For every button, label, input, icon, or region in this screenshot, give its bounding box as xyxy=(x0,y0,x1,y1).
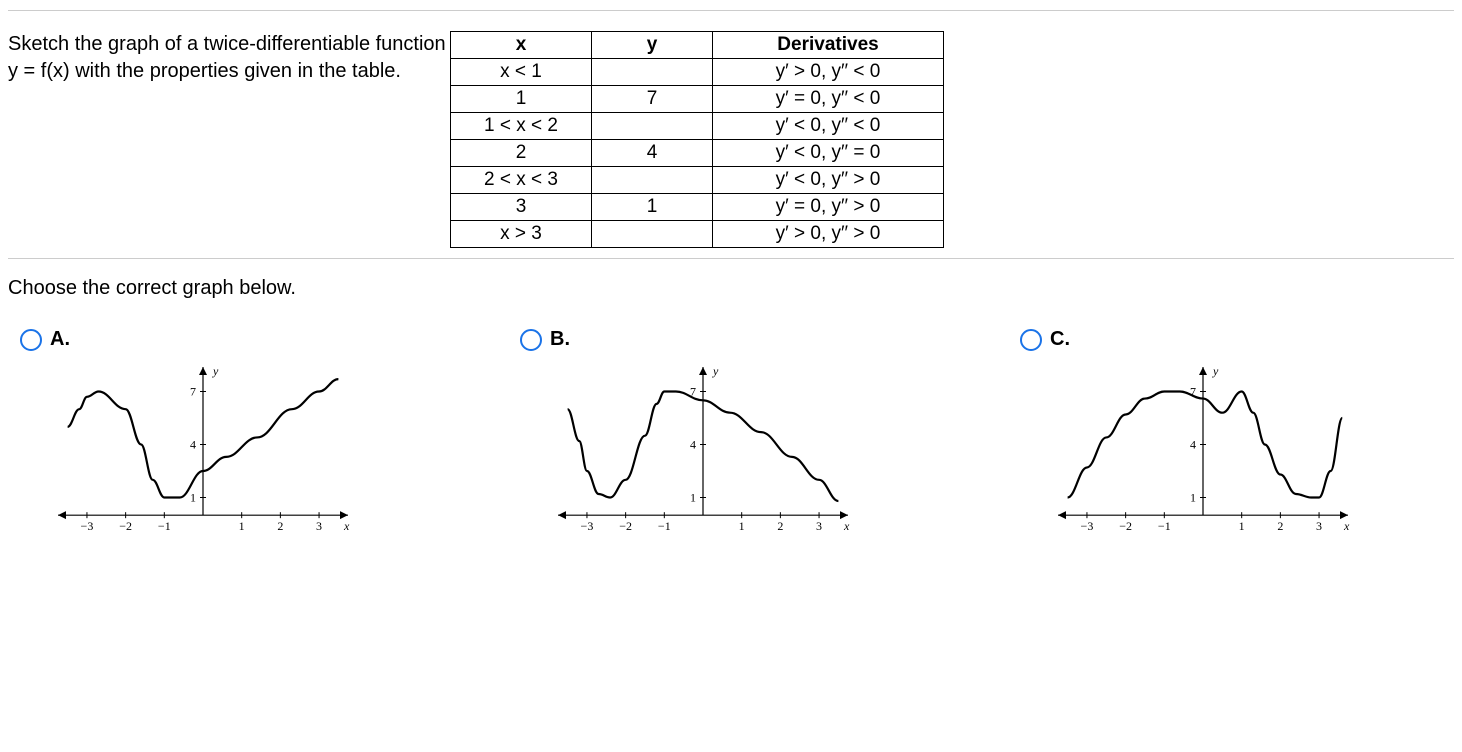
svg-text:3: 3 xyxy=(816,519,822,532)
option-a[interactable]: A. −3 −2 −1 1 2 3 1 4 7 y x xyxy=(20,328,440,532)
table-cell: x > 3 xyxy=(451,221,592,248)
svg-text:4: 4 xyxy=(690,438,696,452)
svg-text:y: y xyxy=(712,364,719,378)
table-cell: 4 xyxy=(592,140,713,167)
table-row: x < 1 y′ > 0, y′′ < 0 xyxy=(451,59,944,86)
table-cell: 2 xyxy=(451,140,592,167)
svg-text:−2: −2 xyxy=(619,519,632,532)
table-cell: x < 1 xyxy=(451,59,592,86)
svg-text:−1: −1 xyxy=(158,519,171,532)
table-cell: 1 < x < 2 xyxy=(451,113,592,140)
radio-a[interactable] xyxy=(20,329,42,351)
svg-text:3: 3 xyxy=(316,519,322,532)
prompt-text: Sketch the graph of a twice-differentiab… xyxy=(8,31,448,85)
svg-text:−1: −1 xyxy=(1158,519,1171,532)
svg-text:−3: −3 xyxy=(1081,519,1094,532)
graph-a: −3 −2 −1 1 2 3 1 4 7 y x xyxy=(48,357,440,532)
question-text: Choose the correct graph below. xyxy=(8,277,1454,300)
option-c-label: C. xyxy=(1050,328,1070,351)
svg-text:−1: −1 xyxy=(658,519,671,532)
graph-b: −3−2−1123147yx xyxy=(548,357,940,532)
radio-b[interactable] xyxy=(520,329,542,351)
table-row: x > 3 y′ > 0, y′′ > 0 xyxy=(451,221,944,248)
svg-text:2: 2 xyxy=(277,519,283,532)
svg-text:−2: −2 xyxy=(119,519,132,532)
svg-text:y: y xyxy=(212,364,219,378)
radio-c[interactable] xyxy=(1020,329,1042,351)
table-cell: 2 < x < 3 xyxy=(451,167,592,194)
svg-text:2: 2 xyxy=(1277,519,1283,532)
table-row: 1 < x < 2 y′ < 0, y′′ < 0 xyxy=(451,113,944,140)
table-cell: 1 xyxy=(451,86,592,113)
table-cell: 7 xyxy=(592,86,713,113)
svg-text:2: 2 xyxy=(777,519,783,532)
table-cell: y′ < 0, y′′ = 0 xyxy=(713,140,944,167)
table-cell: y′ < 0, y′′ > 0 xyxy=(713,167,944,194)
table-row: 24y′ < 0, y′′ = 0 xyxy=(451,140,944,167)
table-cell: y′ > 0, y′′ < 0 xyxy=(713,59,944,86)
table-cell: y′ = 0, y′′ < 0 xyxy=(713,86,944,113)
svg-text:x: x xyxy=(1343,519,1350,532)
th-derivatives: Derivatives xyxy=(713,32,944,59)
graph-c: −3−2−1123147yx xyxy=(1048,357,1440,532)
option-b-label: B. xyxy=(550,328,570,351)
svg-text:1: 1 xyxy=(239,519,245,532)
table-cell xyxy=(592,221,713,248)
table-cell: 1 xyxy=(592,194,713,221)
svg-text:1: 1 xyxy=(690,491,696,505)
svg-text:7: 7 xyxy=(190,385,196,399)
svg-text:−3: −3 xyxy=(81,519,94,532)
table-cell xyxy=(592,59,713,86)
svg-text:x: x xyxy=(343,519,350,532)
svg-text:4: 4 xyxy=(1190,438,1196,452)
derivatives-table: x y Derivatives x < 1y′ > 0, y′′ < 017y′… xyxy=(450,31,944,248)
svg-text:3: 3 xyxy=(1316,519,1322,532)
table-cell: 3 xyxy=(451,194,592,221)
table-cell xyxy=(592,167,713,194)
svg-text:4: 4 xyxy=(190,438,196,452)
th-x: x xyxy=(451,32,592,59)
svg-text:1: 1 xyxy=(739,519,745,532)
svg-text:−3: −3 xyxy=(581,519,594,532)
table-cell: y′ < 0, y′′ < 0 xyxy=(713,113,944,140)
option-a-label: A. xyxy=(50,328,70,351)
svg-text:1: 1 xyxy=(1239,519,1245,532)
table-cell: y′ = 0, y′′ > 0 xyxy=(713,194,944,221)
svg-text:x: x xyxy=(843,519,850,532)
svg-text:−2: −2 xyxy=(1119,519,1132,532)
th-y: y xyxy=(592,32,713,59)
table-cell: y′ > 0, y′′ > 0 xyxy=(713,221,944,248)
svg-text:1: 1 xyxy=(1190,491,1196,505)
table-row: 31y′ = 0, y′′ > 0 xyxy=(451,194,944,221)
option-c[interactable]: C. −3−2−1123147yx xyxy=(1020,328,1440,532)
svg-text:1: 1 xyxy=(190,491,196,505)
option-b[interactable]: B. −3−2−1123147yx xyxy=(520,328,940,532)
table-cell xyxy=(592,113,713,140)
table-row: 2 < x < 3 y′ < 0, y′′ > 0 xyxy=(451,167,944,194)
svg-text:y: y xyxy=(1212,364,1219,378)
table-row: 17y′ = 0, y′′ < 0 xyxy=(451,86,944,113)
